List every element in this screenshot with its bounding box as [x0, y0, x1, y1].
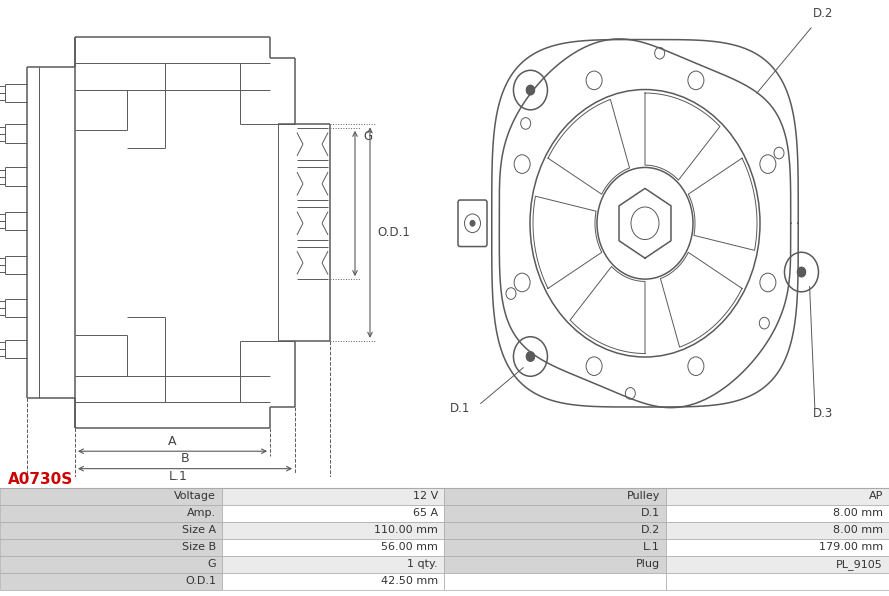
- Text: L.1: L.1: [169, 470, 188, 483]
- Text: A0730S: A0730S: [8, 472, 73, 487]
- Bar: [444, 539, 666, 556]
- Bar: [0, 505, 222, 522]
- Text: 179.00 mm: 179.00 mm: [819, 542, 883, 552]
- Text: 8.00 mm: 8.00 mm: [833, 526, 883, 535]
- Text: Pulley: Pulley: [627, 491, 660, 501]
- Bar: [222, 573, 444, 590]
- Bar: [0, 556, 222, 573]
- Polygon shape: [500, 39, 790, 408]
- Bar: [666, 556, 889, 573]
- Text: Size B: Size B: [182, 542, 216, 552]
- Bar: [222, 488, 444, 505]
- Bar: [0, 539, 222, 556]
- Bar: [444, 573, 666, 590]
- Bar: [222, 539, 444, 556]
- Bar: [666, 488, 889, 505]
- FancyBboxPatch shape: [458, 200, 487, 247]
- Bar: [222, 522, 444, 539]
- Circle shape: [526, 352, 534, 361]
- Text: 42.50 mm: 42.50 mm: [380, 576, 438, 586]
- Text: 8.00 mm: 8.00 mm: [833, 508, 883, 519]
- Text: G: G: [207, 560, 216, 569]
- Text: A: A: [168, 434, 177, 448]
- Text: D.2: D.2: [641, 526, 660, 535]
- Bar: [222, 556, 444, 573]
- Text: G: G: [363, 131, 372, 143]
- Bar: [444, 505, 666, 522]
- Text: 110.00 mm: 110.00 mm: [374, 526, 438, 535]
- Text: L.1: L.1: [643, 542, 660, 552]
- Text: D.2: D.2: [813, 7, 833, 20]
- Text: D.3: D.3: [813, 407, 833, 420]
- Text: Amp.: Amp.: [187, 508, 216, 519]
- Bar: [444, 522, 666, 539]
- Text: O.D.1: O.D.1: [185, 576, 216, 586]
- Text: 12 V: 12 V: [412, 491, 438, 501]
- Bar: [666, 539, 889, 556]
- Text: Voltage: Voltage: [174, 491, 216, 501]
- Bar: [0, 488, 222, 505]
- Text: D.1: D.1: [450, 402, 470, 415]
- Bar: [666, 522, 889, 539]
- Text: Plug: Plug: [636, 560, 660, 569]
- Bar: [0, 573, 222, 590]
- Circle shape: [470, 221, 475, 226]
- Text: PL_9105: PL_9105: [837, 559, 883, 570]
- Text: Size A: Size A: [182, 526, 216, 535]
- Bar: [444, 556, 666, 573]
- Bar: [666, 573, 889, 590]
- Bar: [222, 505, 444, 522]
- Text: B: B: [180, 452, 189, 465]
- Bar: [0, 522, 222, 539]
- Text: D.1: D.1: [641, 508, 660, 519]
- Bar: [444, 488, 666, 505]
- Circle shape: [797, 268, 805, 277]
- Text: 65 A: 65 A: [412, 508, 438, 519]
- Text: 56.00 mm: 56.00 mm: [381, 542, 438, 552]
- Text: AP: AP: [869, 491, 883, 501]
- Text: 1 qty.: 1 qty.: [407, 560, 438, 569]
- Bar: [666, 505, 889, 522]
- Circle shape: [526, 85, 534, 95]
- Text: O.D.1: O.D.1: [377, 226, 410, 239]
